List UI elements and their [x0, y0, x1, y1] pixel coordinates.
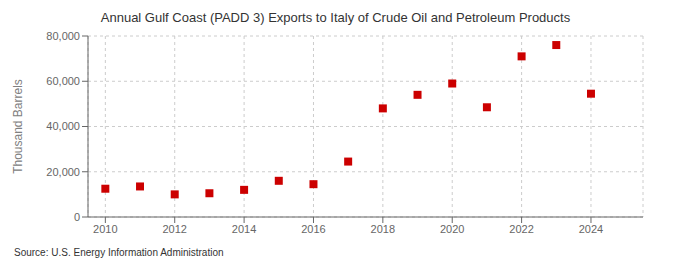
svg-text:2022: 2022 — [509, 223, 533, 235]
svg-text:2018: 2018 — [371, 223, 395, 235]
svg-text:Thousand Barrels: Thousand Barrels — [11, 79, 25, 174]
svg-text:60,000: 60,000 — [46, 75, 80, 87]
svg-text:2010: 2010 — [93, 223, 117, 235]
svg-text:2012: 2012 — [162, 223, 186, 235]
svg-text:2024: 2024 — [579, 223, 603, 235]
svg-text:80,000: 80,000 — [46, 30, 80, 42]
html-text:Annual Gulf Coast (PADD 3) Exp: Annual Gulf Coast (PADD 3) Exports to It… — [100, 10, 571, 25]
svg-text:40,000: 40,000 — [46, 120, 80, 132]
html-text:Source: U.S. Energy Informatio: Source: U.S. Energy Information Administ… — [14, 247, 224, 258]
svg-text:2016: 2016 — [301, 223, 325, 235]
svg-text:20,000: 20,000 — [46, 166, 80, 178]
svg-text:2020: 2020 — [440, 223, 464, 235]
svg-text:2014: 2014 — [232, 223, 256, 235]
svg-text:0: 0 — [74, 211, 80, 223]
